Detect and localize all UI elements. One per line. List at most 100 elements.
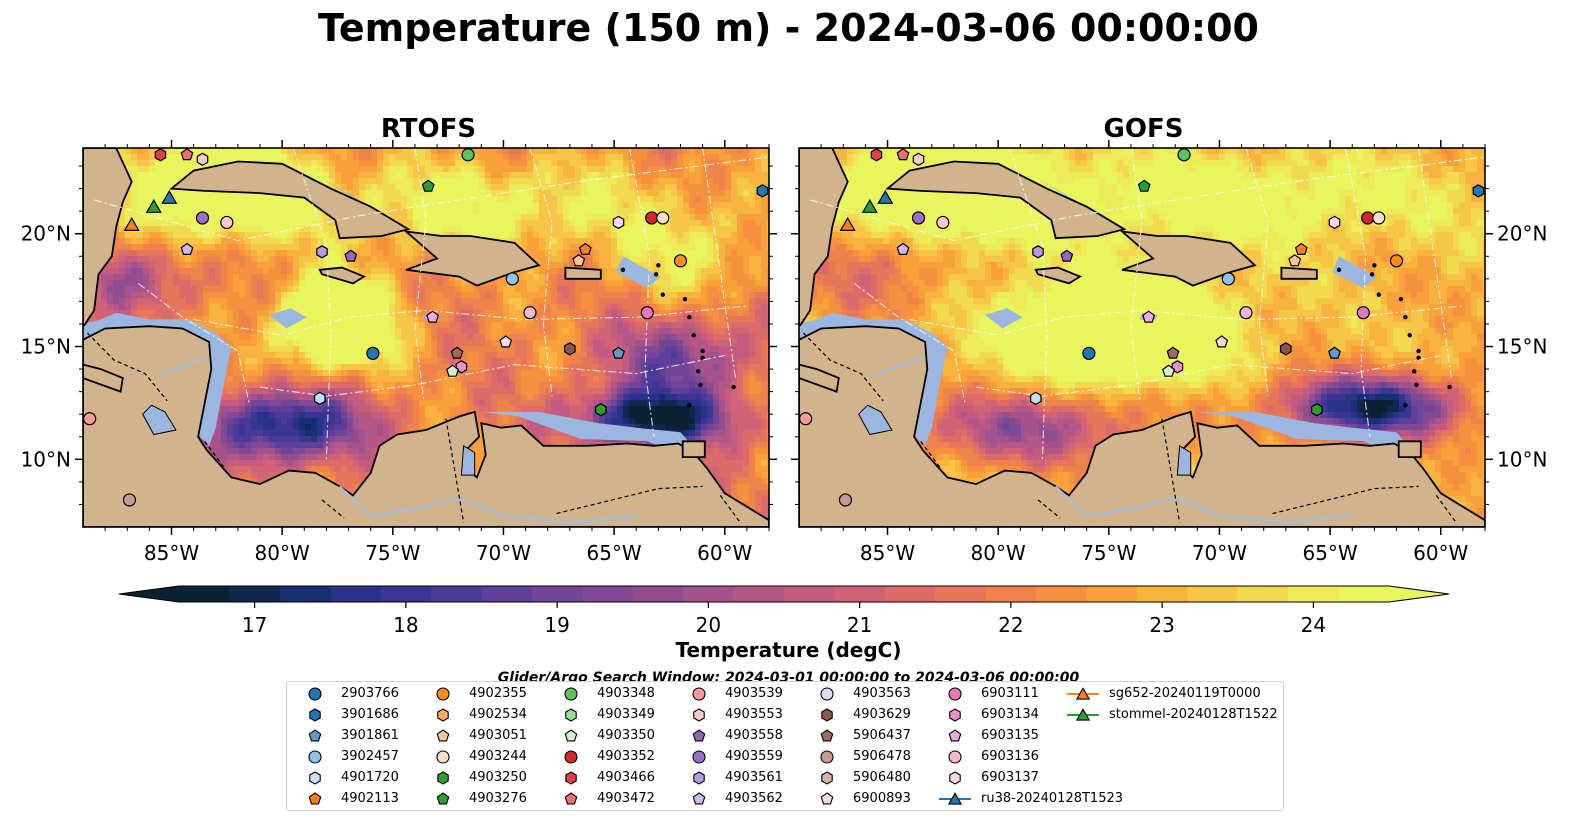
glider-sg652-20240119T0000 bbox=[123, 217, 140, 231]
legend-marker bbox=[692, 729, 706, 742]
lon-tick-label: 75°W bbox=[1081, 541, 1136, 565]
argo-float-5906478 bbox=[122, 493, 137, 507]
argo-float-6903137 bbox=[1328, 215, 1341, 230]
island bbox=[1403, 402, 1408, 408]
island bbox=[695, 369, 701, 374]
island bbox=[620, 267, 626, 273]
land-area bbox=[1280, 266, 1318, 280]
colorbar-tick-label: 18 bbox=[393, 613, 418, 637]
legend-marker bbox=[564, 750, 578, 764]
legend-label: 5906478 bbox=[853, 749, 911, 764]
argo-float-4903629 bbox=[563, 342, 576, 356]
colorbar-swatch bbox=[1136, 586, 1188, 602]
lake bbox=[460, 444, 476, 476]
land-area bbox=[83, 148, 133, 328]
circle-marker-icon bbox=[436, 687, 450, 701]
pentagon-marker-icon bbox=[564, 729, 578, 742]
colorbar-swatch bbox=[531, 586, 583, 602]
glider-ru38-20240128T1523 bbox=[877, 189, 894, 204]
legend-label: 4903562 bbox=[725, 791, 783, 806]
legend-marker bbox=[821, 771, 833, 785]
glider-stommel-20240128T1522 bbox=[145, 199, 162, 213]
argo-float-4903244 bbox=[1372, 211, 1386, 225]
eez-boundary bbox=[853, 282, 966, 404]
argo-float-4903051 bbox=[1288, 254, 1302, 267]
circle-marker-icon bbox=[564, 750, 578, 764]
colorbar-swatch bbox=[784, 586, 836, 602]
colorbar-tick-label: 17 bbox=[242, 613, 267, 637]
argo-float-4901720 bbox=[314, 391, 326, 406]
glider-sg652-20240119T0000 bbox=[839, 217, 856, 231]
figure-title: Temperature (150 m) - 2024-03-06 00:00:0… bbox=[317, 6, 1259, 50]
pentagon-marker-icon bbox=[308, 729, 322, 742]
colorbar-swatch bbox=[330, 586, 382, 602]
island bbox=[653, 272, 659, 277]
shelf-area bbox=[616, 256, 661, 288]
legend-label: 4903539 bbox=[725, 686, 783, 701]
island bbox=[1416, 348, 1421, 354]
argo-float-4903539 bbox=[799, 412, 813, 426]
legend-marker bbox=[692, 792, 706, 805]
legend-label: 3901861 bbox=[341, 728, 399, 743]
legend-marker bbox=[1067, 687, 1099, 700]
country-border bbox=[321, 499, 345, 519]
argo-float-6900893 bbox=[499, 335, 513, 348]
argo-float-4903472 bbox=[180, 148, 194, 161]
circle-marker-icon bbox=[436, 750, 450, 764]
eez-boundary bbox=[137, 282, 250, 404]
legend-label: 4903350 bbox=[597, 728, 655, 743]
pentagon-marker-icon bbox=[692, 792, 706, 805]
lon-tick-label: 60°W bbox=[1413, 541, 1468, 565]
eez-boundary bbox=[702, 148, 737, 381]
legend-label: 6903135 bbox=[981, 728, 1039, 743]
pentagon-marker-icon bbox=[692, 729, 706, 742]
legend-label: 4903348 bbox=[597, 686, 655, 701]
legend-marker bbox=[820, 792, 834, 805]
legend-marker bbox=[949, 708, 961, 722]
island bbox=[700, 355, 705, 361]
argo-float-4903276 bbox=[421, 179, 435, 192]
argo-float-4903552 bbox=[220, 215, 234, 230]
shelf-area bbox=[1332, 256, 1377, 288]
legend-label: 4902355 bbox=[469, 686, 527, 701]
colorbar: 17 18 19 20 21 22 23 24 bbox=[118, 585, 1450, 637]
map-panel-rtofs: 85°W 80°W 75°W 70°W 65°W 60°W 20°N 15°N 10°N bbox=[21, 140, 777, 565]
argo-float-4903629 bbox=[1279, 342, 1292, 356]
argo-float-4903562 bbox=[180, 242, 194, 255]
legend-label: 4903559 bbox=[725, 749, 783, 764]
colorbar-swatch bbox=[1187, 586, 1239, 602]
legend-label: 6903111 bbox=[981, 686, 1039, 701]
island bbox=[1407, 333, 1412, 338]
legend-label: 2903766 bbox=[341, 686, 399, 701]
legend-label: 4903563 bbox=[853, 686, 911, 701]
country-border bbox=[204, 440, 226, 469]
legend-label: 4903629 bbox=[853, 707, 911, 722]
argo-float-4903350 bbox=[446, 364, 460, 377]
argo-float-4903466 bbox=[870, 148, 883, 162]
argo-float-6903137 bbox=[612, 215, 625, 230]
colorbar-over-arrow bbox=[1389, 586, 1449, 602]
argo-float-4901720 bbox=[1029, 391, 1042, 406]
legend-marker bbox=[437, 771, 449, 785]
lake bbox=[142, 404, 177, 436]
legend-label: 4903553 bbox=[725, 707, 783, 722]
legend-marker bbox=[564, 729, 578, 742]
legend-label: 4903466 bbox=[597, 770, 655, 785]
colorbar-tick-label: 19 bbox=[544, 613, 569, 637]
lon-tick-label: 70°W bbox=[476, 541, 531, 565]
lat-tick-label: 10°N bbox=[1497, 447, 1547, 471]
colorbar-swatch bbox=[683, 586, 735, 602]
legend-label: 4903472 bbox=[597, 791, 655, 806]
legend-marker bbox=[820, 729, 834, 742]
legend-marker bbox=[308, 729, 322, 742]
island bbox=[1416, 355, 1421, 361]
argo-float-4903352 bbox=[645, 211, 659, 225]
argo-float-4903561 bbox=[316, 245, 328, 259]
island bbox=[656, 263, 661, 268]
colorbar-swatch bbox=[229, 586, 281, 602]
legend-label: 4903349 bbox=[597, 707, 655, 722]
lon-tick-label: 80°W bbox=[971, 541, 1026, 565]
hexagon-marker-icon bbox=[693, 708, 705, 722]
legend-marker bbox=[948, 729, 962, 742]
pentagon-marker-icon bbox=[436, 792, 450, 805]
